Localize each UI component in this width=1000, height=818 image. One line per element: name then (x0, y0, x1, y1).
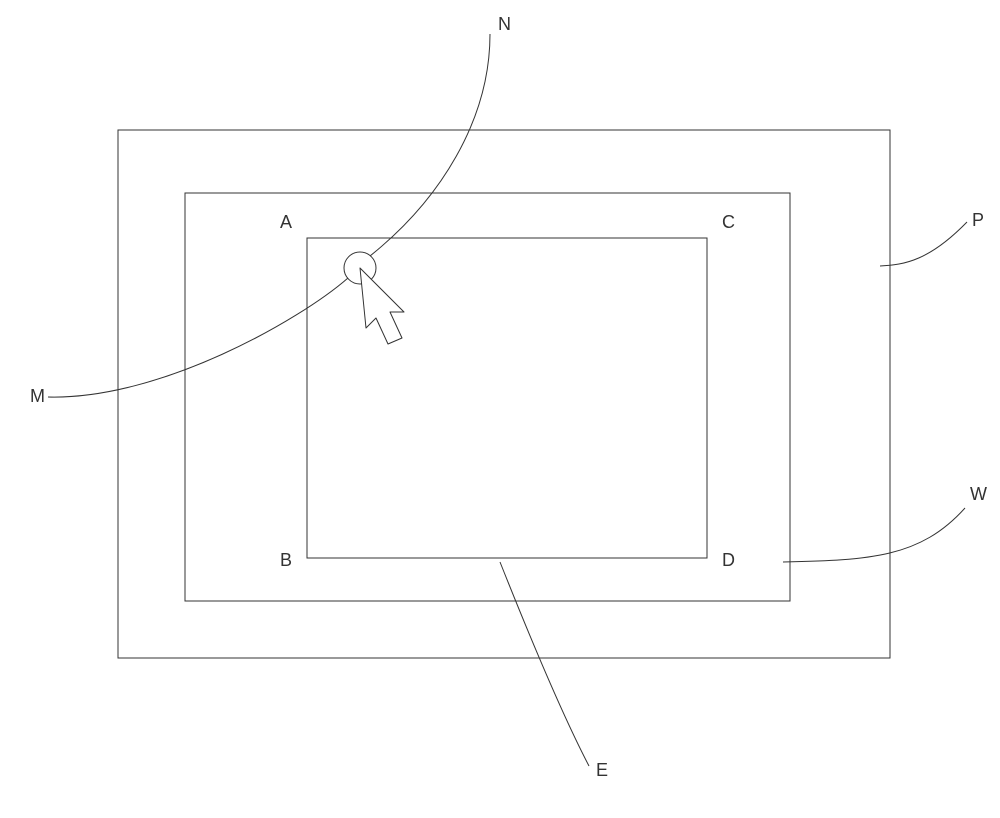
cursor-arrow (360, 268, 404, 344)
label-e: E (596, 760, 608, 780)
label-d: D (722, 550, 735, 570)
label-p: P (972, 210, 984, 230)
middle-rect (185, 193, 790, 601)
leader-w (783, 508, 965, 562)
label-w: W (970, 484, 987, 504)
outer-rect (118, 130, 890, 658)
leader-n (370, 34, 490, 256)
label-c: C (722, 212, 735, 232)
label-n: N (498, 14, 511, 34)
leader-p (880, 222, 967, 266)
label-m: M (30, 386, 45, 406)
diagram-svg: N P M W E A C B D (0, 0, 1000, 818)
label-b: B (280, 550, 292, 570)
label-a: A (280, 212, 292, 232)
leader-m (48, 278, 348, 397)
leader-e (500, 562, 589, 766)
